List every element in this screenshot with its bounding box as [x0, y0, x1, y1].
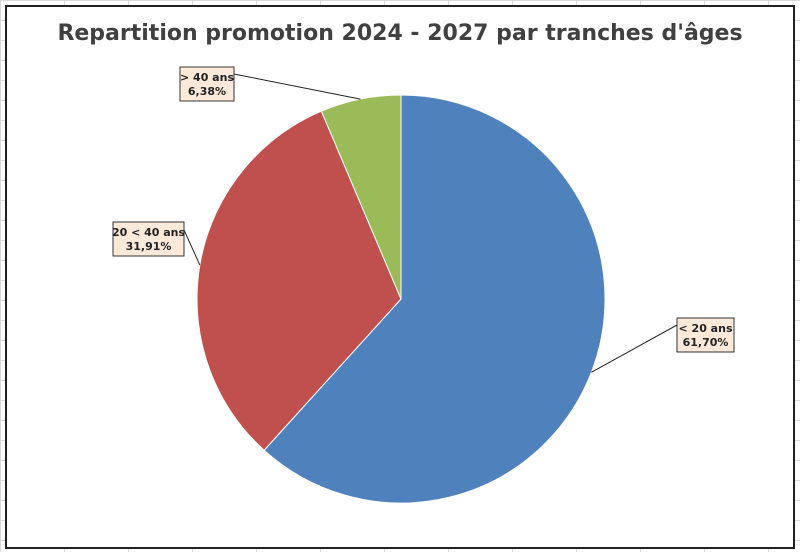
leader-line-2 [233, 73, 361, 100]
data-label-value-0: 61,70% [683, 336, 729, 349]
data-label-box-1[interactable] [112, 221, 185, 257]
data-label-category-1: 20 < 40 ans [112, 226, 186, 239]
data-label-value-1: 31,91% [126, 240, 172, 253]
pie-slice-0[interactable] [263, 94, 606, 504]
data-label-category-2: > 40 ans [180, 71, 234, 84]
pie-slice-2[interactable] [320, 94, 402, 300]
chart-title: Repartition promotion 2024 - 2027 par tr… [57, 21, 743, 46]
data-label-category-0: < 20 ans [679, 322, 733, 335]
leader-line-1 [183, 229, 201, 266]
data-label-value-2: 6,38% [188, 85, 226, 98]
data-label-box-0[interactable] [676, 317, 735, 353]
data-label-box-2[interactable] [179, 66, 235, 102]
leader-line-0 [591, 324, 678, 373]
pie-slice-1[interactable] [196, 110, 402, 451]
